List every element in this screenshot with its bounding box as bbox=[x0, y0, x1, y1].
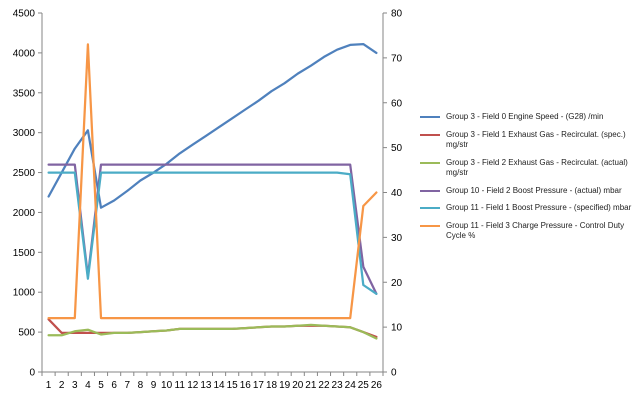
y-left-tick-label: 1000 bbox=[13, 288, 36, 299]
legend-label: Group 10 - Field 2 Boost Pressure - (act… bbox=[446, 185, 622, 195]
legend-label: Group 11 - Field 1 Boost Pressure - (spe… bbox=[446, 203, 632, 212]
x-tick-label: 8 bbox=[138, 380, 144, 391]
x-tick-label: 3 bbox=[72, 380, 78, 391]
y-left-tick-label: 3000 bbox=[13, 128, 36, 139]
legend-item: Group 3 - Field 1 Exhaust Gas - Recircul… bbox=[420, 130, 634, 151]
x-tick-label: 14 bbox=[213, 380, 225, 391]
y-left-tick-label: 2000 bbox=[13, 208, 36, 219]
y-right-tick-label: 30 bbox=[391, 233, 403, 244]
y-left-tick-label: 1500 bbox=[13, 248, 36, 259]
x-tick-label: 4 bbox=[85, 380, 91, 391]
x-tick-label: 21 bbox=[305, 380, 317, 391]
x-tick-label: 1 bbox=[46, 380, 52, 391]
legend: Group 3 - Field 0 Engine Speed - (G28) /… bbox=[420, 112, 634, 249]
legend-label: Group 3 - Field 1 Exhaust Gas - Recircul… bbox=[446, 129, 626, 150]
legend-swatch bbox=[420, 189, 440, 192]
y-right-tick-label: 10 bbox=[391, 323, 403, 334]
y-left-tick-label: 0 bbox=[29, 368, 35, 379]
y-right-tick-label: 60 bbox=[391, 98, 403, 109]
x-tick-label: 6 bbox=[111, 380, 117, 391]
series-line-6 bbox=[47, 43, 378, 320]
x-tick-label: 15 bbox=[227, 380, 239, 391]
legend-item: Group 11 - Field 3 Charge Pressure - Con… bbox=[420, 221, 634, 242]
legend-swatch bbox=[420, 207, 440, 209]
x-tick-label: 26 bbox=[371, 380, 383, 391]
series-line-1 bbox=[47, 42, 378, 209]
series-line-3 bbox=[47, 323, 378, 340]
x-tick-label: 2 bbox=[59, 380, 65, 391]
y-right-tick-label: 80 bbox=[391, 9, 403, 20]
x-tick-label: 10 bbox=[161, 380, 173, 391]
y-left-tick-label: 2500 bbox=[13, 168, 36, 179]
x-tick-label: 24 bbox=[345, 380, 357, 391]
legend-item: Group 3 - Field 2 Exhaust Gas - Recircul… bbox=[420, 158, 634, 179]
legend-label: Group 3 - Field 2 Exhaust Gas - Recircul… bbox=[446, 157, 628, 178]
legend-swatch bbox=[420, 161, 440, 164]
x-tick-label: 20 bbox=[292, 380, 304, 391]
x-tick-label: 13 bbox=[200, 380, 212, 391]
series-line-5 bbox=[47, 171, 378, 295]
x-tick-label: 19 bbox=[279, 380, 291, 391]
legend-item: Group 10 - Field 2 Boost Pressure - (act… bbox=[420, 186, 634, 197]
y-right-tick-label: 40 bbox=[391, 188, 403, 199]
legend-label: Group 11 - Field 3 Charge Pressure - Con… bbox=[446, 220, 625, 241]
legend-label: Group 3 - Field 0 Engine Speed - (G28) /… bbox=[446, 112, 604, 121]
legend-swatch bbox=[420, 116, 440, 118]
x-tick-label: 16 bbox=[240, 380, 252, 391]
x-tick-label: 11 bbox=[175, 380, 186, 391]
y-right-tick-label: 20 bbox=[391, 278, 403, 289]
legend-swatch bbox=[420, 224, 440, 227]
x-tick-label: 7 bbox=[124, 380, 130, 391]
y-left-tick-label: 3500 bbox=[13, 88, 36, 99]
y-right-tick-label: 50 bbox=[391, 143, 403, 154]
x-tick-label: 18 bbox=[266, 380, 278, 391]
x-tick-label: 5 bbox=[98, 380, 104, 391]
legend-item: Group 3 - Field 0 Engine Speed - (G28) /… bbox=[420, 112, 634, 123]
y-left-tick-label: 4000 bbox=[13, 48, 36, 59]
x-tick-label: 17 bbox=[253, 380, 265, 391]
x-tick-label: 23 bbox=[332, 380, 344, 391]
y-left-tick-label: 4500 bbox=[13, 9, 36, 20]
y-left-tick-label: 500 bbox=[18, 328, 35, 339]
x-tick-label: 25 bbox=[358, 380, 370, 391]
y-right-tick-label: 0 bbox=[391, 368, 397, 379]
x-tick-label: 9 bbox=[151, 380, 157, 391]
y-right-tick-label: 70 bbox=[391, 53, 403, 64]
legend-swatch bbox=[420, 133, 440, 136]
x-tick-label: 12 bbox=[187, 380, 199, 391]
legend-item: Group 11 - Field 1 Boost Pressure - (spe… bbox=[420, 203, 634, 214]
x-tick-label: 22 bbox=[318, 380, 330, 391]
series-line-4 bbox=[47, 163, 378, 295]
